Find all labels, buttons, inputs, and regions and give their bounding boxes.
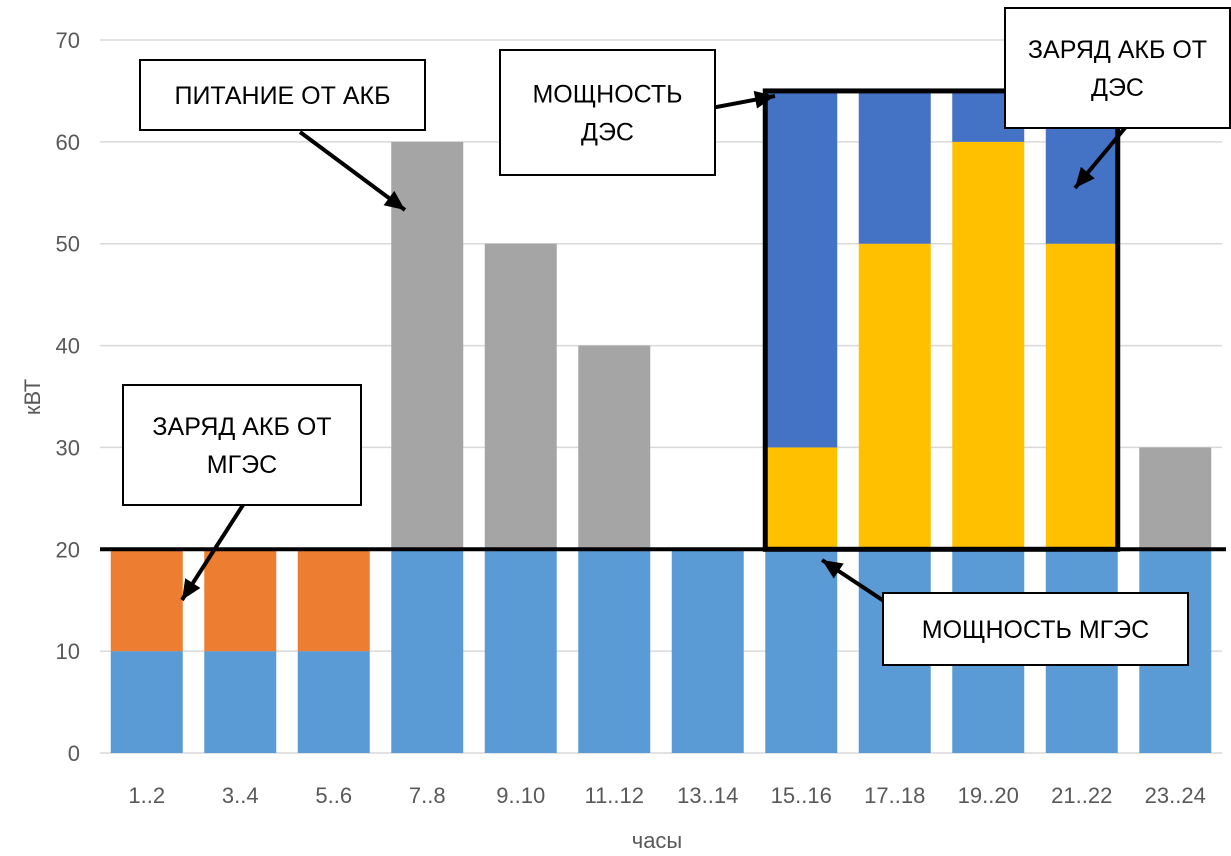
des-power-callout-box — [499, 49, 716, 176]
y-tick-label: 50 — [56, 232, 80, 257]
charge-from-des-callout-text: ЗАРЯД АКБ ОТ — [1028, 36, 1207, 64]
bar-segment — [391, 549, 464, 753]
reference-lines — [100, 88, 1226, 552]
charge-from-des-callout: ЗАРЯД АКБ ОТ ДЭС — [1004, 7, 1231, 129]
bar-segment — [578, 345, 651, 550]
charge-from-des-callout-box — [1004, 7, 1231, 129]
x-tick-label: 15..16 — [771, 783, 832, 808]
y-axis-label: кВТ — [20, 379, 45, 415]
y-tick-label: 20 — [56, 537, 80, 562]
mges-power-callout-text: МОЩНОСТЬ МГЭС — [922, 616, 1149, 644]
bar-segment — [204, 651, 277, 753]
y-tick-label: 70 — [56, 28, 80, 53]
x-axis-label: часы — [632, 828, 683, 853]
x-tick-label: 7..8 — [409, 783, 446, 808]
x-tick-label: 5..6 — [315, 783, 352, 808]
x-tick-label: 19..20 — [958, 783, 1019, 808]
bar-segment — [110, 651, 183, 753]
battery-supply-callout: ПИТАНИЕ ОТ АКБ — [139, 59, 426, 131]
bar-segment — [765, 447, 838, 550]
x-tick-label: 1..2 — [128, 783, 165, 808]
des-power-callout-text: ДЭС — [581, 119, 634, 147]
bar-segment — [297, 651, 370, 753]
y-tick-label: 60 — [56, 130, 80, 155]
charge-from-des-arrow-head — [1075, 166, 1095, 188]
charge-from-des-callout-text: ДЭС — [1091, 74, 1144, 102]
charge-from-mges-callout-text: МГЭС — [207, 451, 277, 479]
annotations: ПИТАНИЕ ОТ АКБ МОЩНОСТЬ ДЭС ЗАРЯД АКБ ОТ ДЭС… — [122, 7, 1231, 666]
x-tick-label: 9..10 — [496, 783, 545, 808]
y-tick-label: 30 — [56, 435, 80, 460]
x-tick-label: 23..24 — [1145, 783, 1206, 808]
x-tick-label: 17..18 — [864, 783, 925, 808]
charge-from-mges-arrow-head — [182, 578, 201, 600]
bar-segment — [484, 549, 557, 753]
bar-segment — [204, 549, 277, 652]
bar-segment — [765, 549, 838, 753]
battery-supply-arrow-head — [383, 190, 405, 210]
battery-supply-arrow-line — [298, 130, 407, 212]
bar-segment — [391, 141, 464, 550]
des-power-box — [762, 88, 1121, 552]
x-axis-ticks: 1..2 3..4 5..6 7..8 9..10 11..12 13..14 15..16 1… — [128, 783, 1205, 808]
bar-segment — [952, 141, 1025, 550]
charge-from-mges-callout-text: ЗАРЯД АКБ ОТ — [152, 413, 331, 441]
bar-segment — [578, 549, 651, 753]
bar-segment — [484, 243, 557, 550]
x-tick-label: 3..4 — [222, 783, 259, 808]
y-tick-label: 10 — [56, 639, 80, 664]
bar-segment — [1045, 243, 1118, 550]
mges-power-callout: МОЩНОСТЬ МГЭС — [882, 592, 1189, 666]
battery-supply-callout-box — [139, 59, 426, 131]
bar-segment — [297, 549, 370, 652]
bar-segment — [858, 90, 931, 244]
bar-segment — [765, 90, 838, 448]
bar-segment — [110, 549, 183, 652]
des-power-arrow-head — [753, 90, 775, 109]
mges-power-arrow-head — [822, 560, 844, 579]
x-tick-label: 11..12 — [584, 783, 644, 808]
x-tick-label: 21..22 — [1051, 783, 1112, 808]
y-tick-label: 40 — [56, 334, 80, 359]
mges-power-callout-box — [882, 592, 1189, 666]
bar-segment — [858, 243, 931, 550]
battery-supply-callout-text: ПИТАНИЕ ОТ АКБ — [174, 82, 390, 110]
y-axis-ticks: 0 10 20 30 40 50 60 70 — [56, 28, 80, 766]
bar-segment — [671, 549, 744, 753]
y-tick-label: 0 — [68, 741, 80, 766]
charge-from-mges-callout-box — [122, 384, 362, 506]
bar-segment — [1139, 447, 1212, 550]
x-tick-label: 13..14 — [677, 783, 738, 808]
charge-from-mges-callout: ЗАРЯД АКБ ОТ МГЭС — [122, 384, 362, 506]
des-power-callout: МОЩНОСТЬ ДЭС — [499, 49, 716, 176]
des-power-callout-text: МОЩНОСТЬ — [532, 81, 682, 109]
